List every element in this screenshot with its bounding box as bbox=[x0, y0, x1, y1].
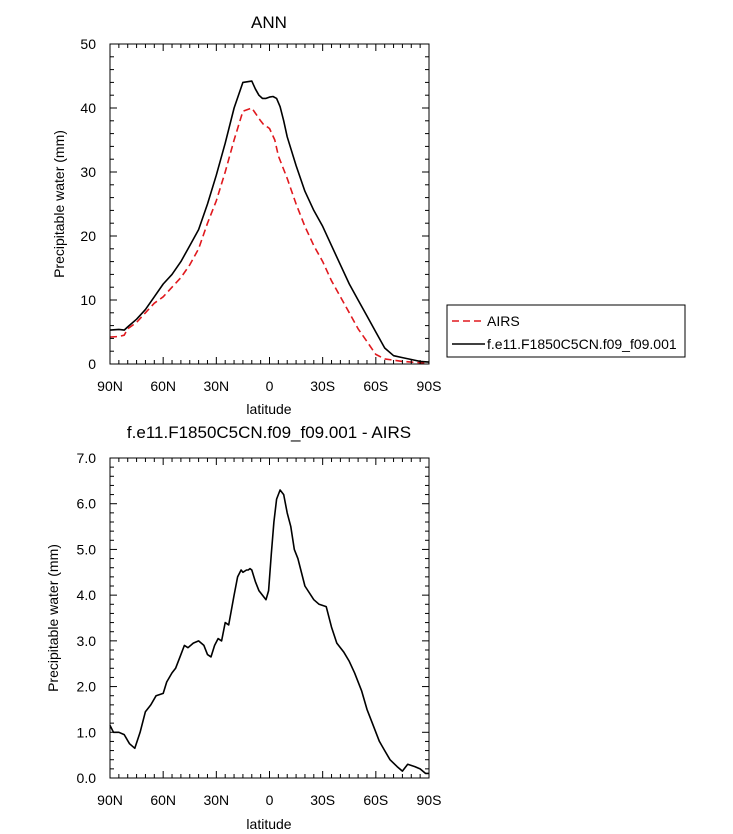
panel-bottom: f.e11.F1850C5CN.f09_f09.001 - AIRS 90N 60… bbox=[45, 423, 441, 832]
y-axis-label-bottom: Precipitable water (mm) bbox=[45, 544, 61, 692]
x-tick-label: 90N bbox=[97, 378, 123, 394]
y-tick-label: 30 bbox=[80, 164, 96, 180]
y-tick-label: 7.0 bbox=[77, 450, 97, 466]
series-line-difference bbox=[109, 489, 429, 775]
y-tick-label: 3.0 bbox=[77, 633, 97, 649]
x-tick-label: 60S bbox=[363, 792, 388, 808]
legend-label-model: f.e11.F1850C5CN.f09_f09.001 bbox=[487, 336, 677, 352]
x-tick-label: 30S bbox=[310, 378, 335, 394]
legend-label-airs: AIRS bbox=[487, 313, 520, 329]
title-top: ANN bbox=[251, 13, 287, 32]
x-tick-label: 90S bbox=[417, 378, 442, 394]
x-tick-label: 30S bbox=[310, 792, 335, 808]
plot-frame-bottom bbox=[109, 457, 430, 779]
x-tick-label: 0 bbox=[266, 792, 274, 808]
y-tick-label: 5.0 bbox=[77, 541, 97, 557]
series-line-airs bbox=[109, 107, 429, 364]
y-tick-label: 40 bbox=[80, 100, 96, 116]
y-tick-label: 20 bbox=[80, 228, 96, 244]
panel-top: ANN 90N 60N 30N 0 30S 60S 90S 0 10 20 30 40 50 latit… bbox=[51, 13, 686, 417]
x-tick-label: 60N bbox=[150, 792, 176, 808]
x-tick-label: 90N bbox=[97, 792, 123, 808]
legend: AIRS f.e11.F1850C5CN.f09_f09.001 bbox=[446, 304, 686, 358]
y-axis-label-top: Precipitable water (mm) bbox=[51, 130, 67, 278]
y-tick-label: 50 bbox=[80, 36, 96, 52]
x-tick-label: 0 bbox=[266, 378, 274, 394]
y-tick-label: 6.0 bbox=[77, 496, 97, 512]
y-tick-label: 4.0 bbox=[77, 587, 97, 603]
plot-frame-top bbox=[109, 43, 430, 365]
x-axis-label-top: latitude bbox=[246, 401, 291, 417]
x-tick-label: 90S bbox=[417, 792, 442, 808]
x-tick-label: 30N bbox=[203, 378, 229, 394]
legend-box bbox=[446, 304, 686, 358]
y-tick-label: 2.0 bbox=[77, 679, 97, 695]
y-tick-label: 10 bbox=[80, 292, 96, 308]
series-line-model bbox=[109, 80, 430, 363]
x-tick-label: 60S bbox=[363, 378, 388, 394]
y-tick-label: 1.0 bbox=[77, 724, 97, 740]
x-axis-label-bottom: latitude bbox=[246, 816, 291, 832]
title-bottom: f.e11.F1850C5CN.f09_f09.001 - AIRS bbox=[127, 423, 411, 442]
y-tick-label: 0.0 bbox=[77, 770, 97, 786]
y-tick-label: 0 bbox=[88, 356, 96, 372]
x-tick-label: 60N bbox=[150, 378, 176, 394]
x-tick-label: 30N bbox=[203, 792, 229, 808]
